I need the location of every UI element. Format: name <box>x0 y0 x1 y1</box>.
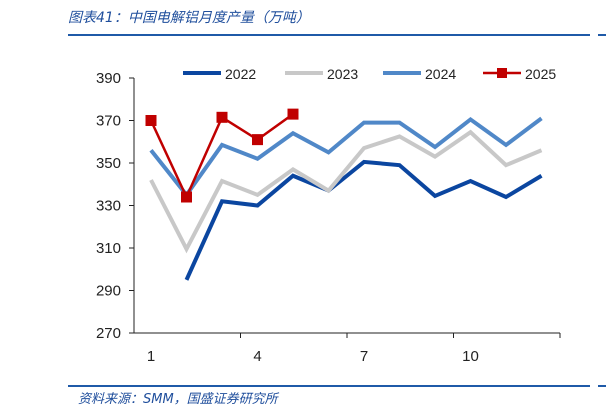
legend-marker-2025 <box>497 68 507 78</box>
series-line-2024 <box>149 116 543 199</box>
series-line-2022 <box>184 159 543 281</box>
chart-title: 图表41：中国电解铝月度产量（万吨） <box>68 10 310 26</box>
header-rule <box>68 34 590 36</box>
legend-label-2024: 2024 <box>425 66 456 82</box>
source-note: 资料来源：SMM，国盛证券研究所 <box>78 392 278 407</box>
data-point-2025 <box>252 134 263 146</box>
x-tick-label: 10 <box>462 348 479 365</box>
y-tick-label: 270 <box>96 325 121 342</box>
y-tick-label: 330 <box>96 198 121 215</box>
data-point-2025 <box>216 111 228 123</box>
y-tick-label: 390 <box>96 70 121 87</box>
y-tick-label: 370 <box>96 113 121 130</box>
legend-label-2023: 2023 <box>327 66 358 82</box>
header-rule-end <box>598 34 606 36</box>
y-tick-label: 350 <box>96 155 121 172</box>
x-tick-label: 4 <box>253 348 261 365</box>
footer-rule-end <box>598 385 606 387</box>
footer-rule <box>68 385 590 387</box>
legend-label-2022: 2022 <box>225 66 256 82</box>
x-tick-label: 1 <box>147 348 155 365</box>
data-point-2025 <box>145 115 157 126</box>
y-tick-label: 290 <box>96 283 121 300</box>
series-line-2023 <box>149 129 543 254</box>
y-tick-label: 310 <box>96 240 121 257</box>
data-point-2025 <box>181 191 192 203</box>
legend-label-2025: 2025 <box>525 66 556 82</box>
data-point-2025 <box>287 108 299 120</box>
x-tick-label: 7 <box>360 348 368 365</box>
